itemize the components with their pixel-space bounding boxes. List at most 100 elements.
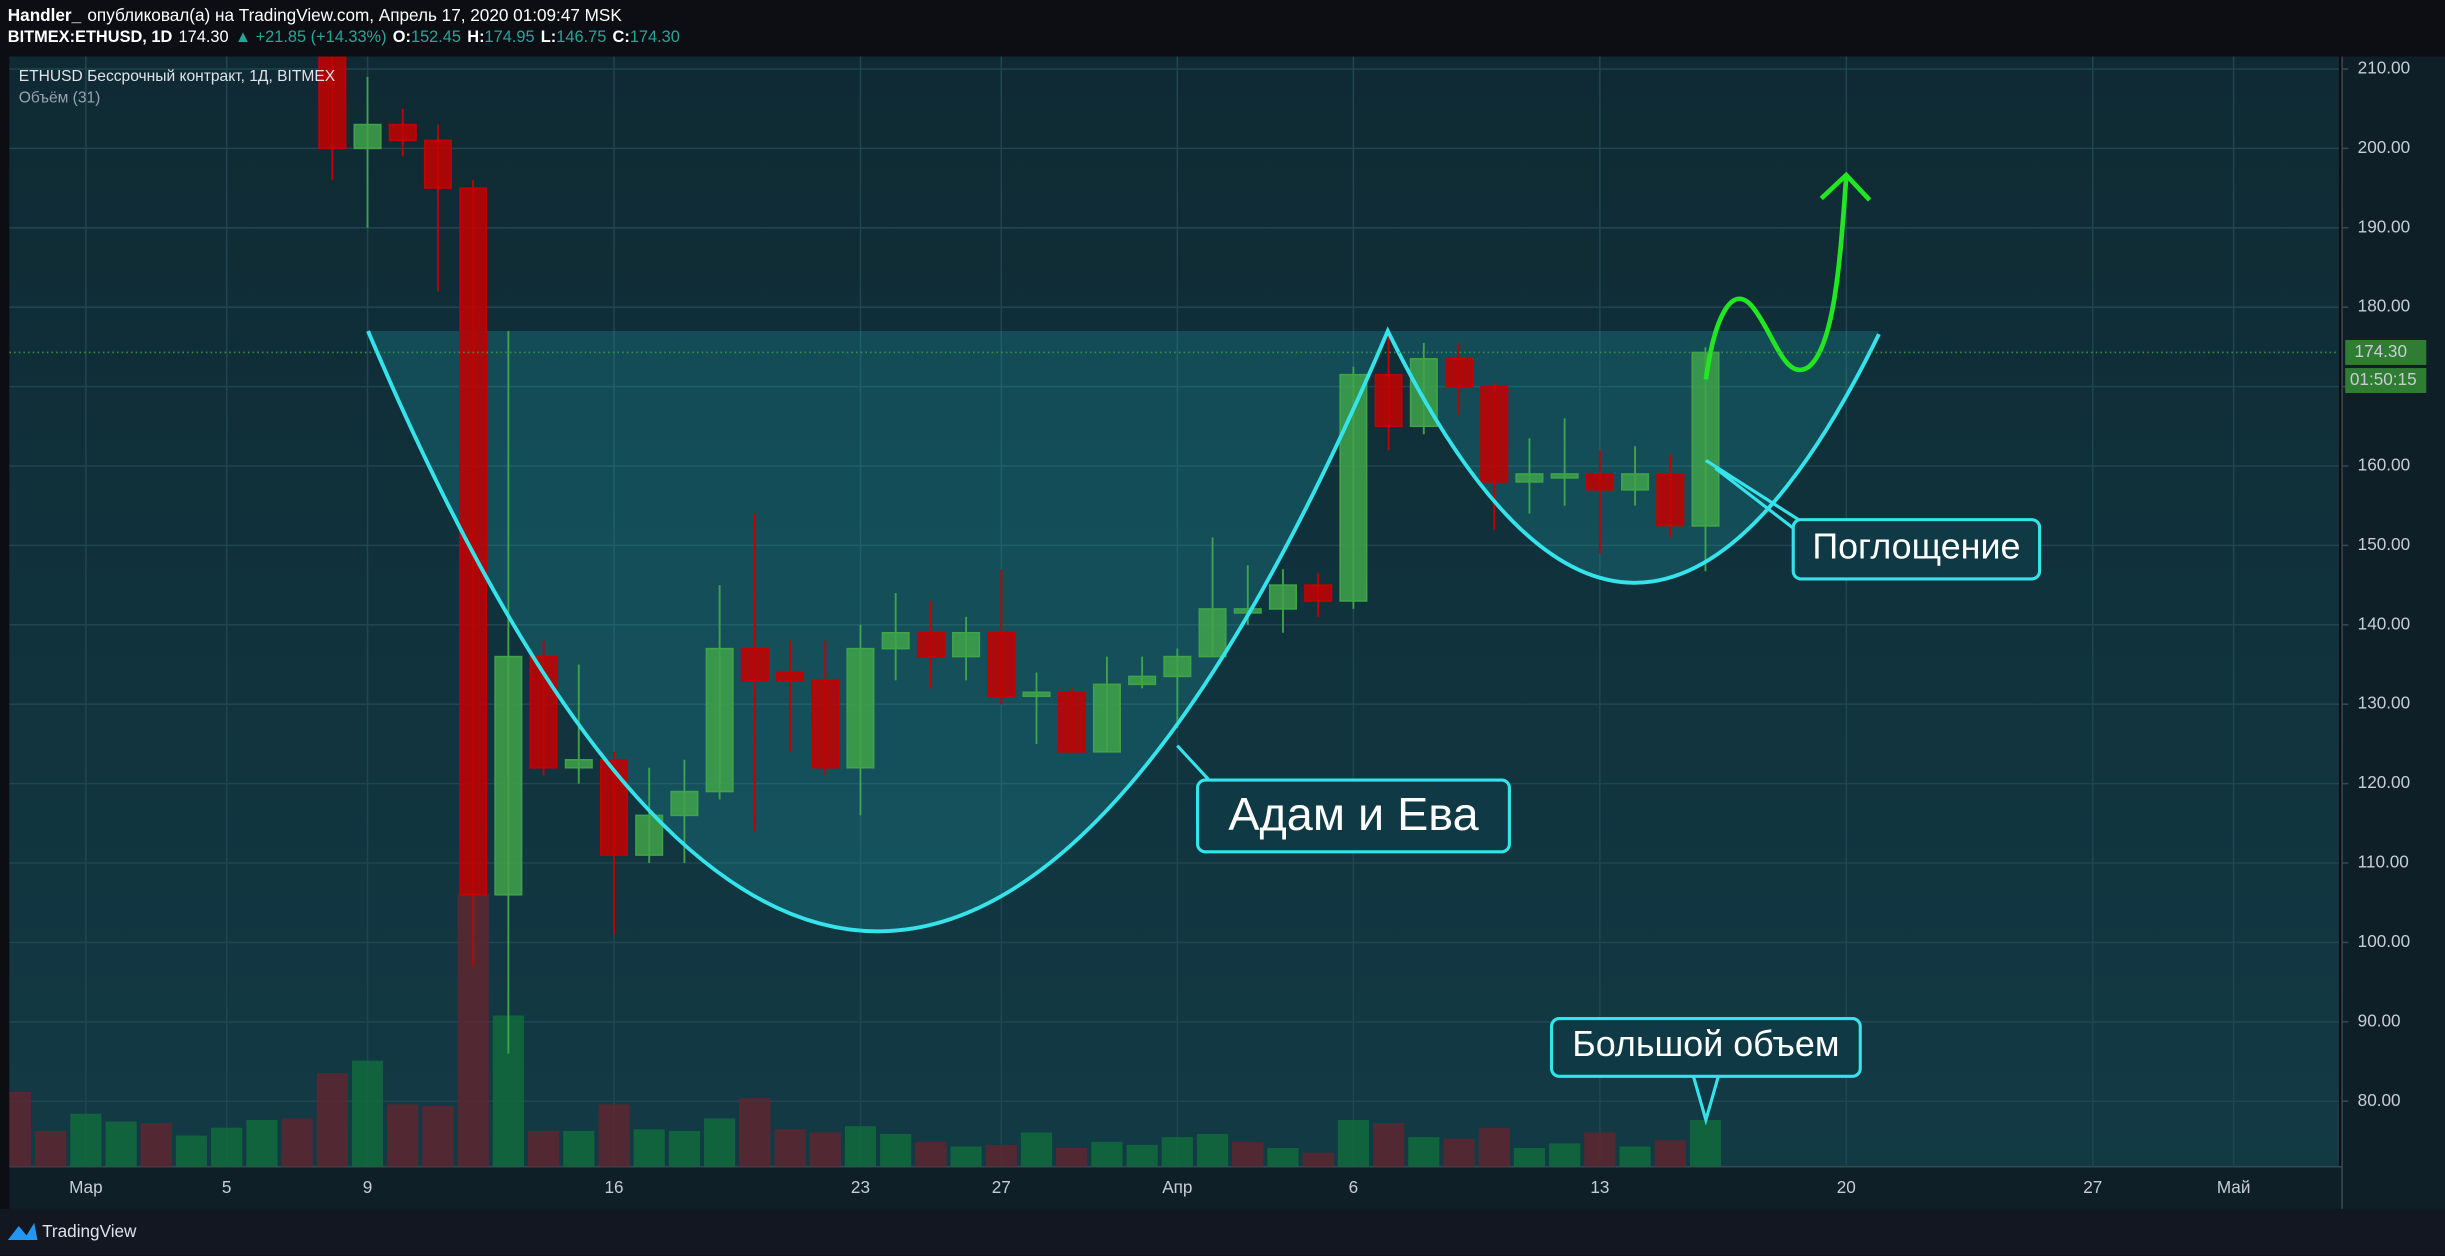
ohlc-value: 174.95 — [485, 28, 535, 46]
candle-body — [1092, 683, 1121, 753]
volume-bar — [1443, 1138, 1475, 1167]
volume-bar — [844, 1126, 877, 1167]
candle-body — [1480, 385, 1509, 483]
volume-bar — [563, 1130, 595, 1167]
ohlc-value: 174.30 — [630, 28, 680, 46]
y-tick-label: 180.00 — [2358, 296, 2410, 316]
ohlc-label: O: — [393, 28, 411, 46]
price-axis — [2342, 56, 2445, 1209]
x-tick-label: 27 — [2083, 1177, 2102, 1197]
volume-bar — [1337, 1119, 1369, 1167]
candle-body — [1691, 351, 1720, 527]
y-tick-label: 200.00 — [2358, 137, 2410, 157]
candle-body — [1374, 373, 1403, 428]
volume-bar — [527, 1130, 560, 1167]
volume-legend: Объём (31) — [19, 90, 101, 107]
y-tick-label: 150.00 — [2358, 534, 2410, 554]
volume-bar — [105, 1121, 137, 1167]
volume-bar — [598, 1104, 630, 1167]
candle-body — [1444, 358, 1474, 388]
volume-bar — [950, 1146, 982, 1167]
candle-body — [776, 671, 805, 682]
volume-bar — [1056, 1148, 1088, 1167]
change: ▲ +21.85 (+14.33%) — [235, 28, 387, 46]
y-tick-label: 190.00 — [2358, 216, 2410, 236]
candle-body — [1128, 675, 1157, 686]
price-tag-label: 174.30 — [2355, 341, 2407, 361]
volume-bar — [774, 1129, 806, 1167]
last: 174.30 — [179, 28, 229, 46]
volume-bar — [633, 1129, 665, 1167]
volume-bar — [915, 1141, 947, 1167]
x-tick-label: 9 — [363, 1177, 373, 1197]
x-tick-label: Мар — [69, 1177, 103, 1197]
volume-bar — [1161, 1137, 1193, 1167]
callout-box — [1791, 518, 2042, 581]
candle-body — [705, 647, 734, 793]
published: опубликовал(а) на TradingView.com, Апрел… — [87, 5, 622, 25]
footer — [0, 1208, 2445, 1256]
ohlc-value: 152.45 — [411, 28, 461, 46]
volume-bar — [1302, 1152, 1334, 1167]
volume-bar — [175, 1135, 208, 1167]
candle-body — [459, 187, 488, 896]
volume-bar — [1232, 1141, 1264, 1167]
candle-body — [1057, 691, 1086, 753]
candle-body — [846, 647, 875, 769]
candle-body — [423, 139, 452, 189]
plot-area — [9, 56, 2339, 1167]
y-tick-label: 210.00 — [2358, 58, 2410, 78]
volume-bar — [1196, 1133, 1229, 1167]
candle-body — [881, 631, 910, 650]
symbol: BITMEX:ETHUSD, 1D — [8, 28, 173, 46]
volume-bar — [739, 1098, 771, 1167]
volume-bar — [246, 1119, 278, 1167]
candle-body — [388, 123, 417, 142]
y-tick-label: 80.00 — [2358, 1090, 2401, 1110]
callout-pointer — [1691, 1075, 1720, 1126]
callout-text: Адам и Ева — [1228, 788, 1479, 840]
target-arrow — [1703, 171, 1872, 380]
countdown: 01:50:15 — [2350, 369, 2417, 389]
chart-title: ETHUSD Бессрочный контракт, 1Д, BITMEX — [19, 68, 336, 85]
callout-text: Поглощение — [1812, 527, 2020, 567]
candle-body — [952, 631, 981, 658]
volume-bar — [316, 1073, 348, 1167]
candle-body — [987, 631, 1016, 698]
price-tag — [2345, 339, 2427, 365]
pattern-curve — [366, 326, 1881, 934]
publisher: Handler_ — [8, 5, 82, 25]
x-tick-label: Май — [2217, 1177, 2251, 1197]
y-tick-label: 110.00 — [2358, 852, 2409, 872]
volume — [9, 893, 1722, 1167]
volume-bar — [1654, 1140, 1686, 1167]
candle-body — [353, 123, 382, 150]
volume-bar — [1689, 1119, 1722, 1167]
volume-bar — [1513, 1148, 1546, 1167]
volume-bar — [704, 1118, 736, 1167]
candle-body — [1515, 473, 1544, 483]
volume-bar — [1584, 1132, 1616, 1167]
x-tick-label: 23 — [851, 1177, 870, 1197]
y-tick-label: 90.00 — [2358, 1010, 2401, 1030]
y-tick-label: 160.00 — [2358, 455, 2410, 475]
volume-bar — [281, 1118, 313, 1167]
y-tick-label: 100.00 — [2358, 931, 2410, 951]
candle-body — [599, 759, 629, 856]
candle-body — [564, 759, 593, 769]
axes: 80.00 90.00 100.00 110.00 120.00 130.00 140.00… — [9, 58, 2427, 1197]
x-tick-label: 20 — [1837, 1177, 1856, 1197]
volume-bar — [35, 1130, 67, 1167]
callout-box — [1549, 1017, 1862, 1078]
y-tick-label: 130.00 — [2358, 693, 2410, 713]
volume-bar — [985, 1144, 1017, 1167]
ohlc-label: L: — [541, 28, 556, 46]
volume-bar — [422, 1105, 454, 1167]
volume-bar — [1126, 1144, 1158, 1167]
ohlc-value: 146.75 — [556, 28, 606, 46]
candle-body — [1268, 584, 1298, 610]
publish-info: Handler_ опубликовал(а) на TradingView.co… — [8, 5, 623, 25]
time-axis — [9, 1166, 2343, 1209]
